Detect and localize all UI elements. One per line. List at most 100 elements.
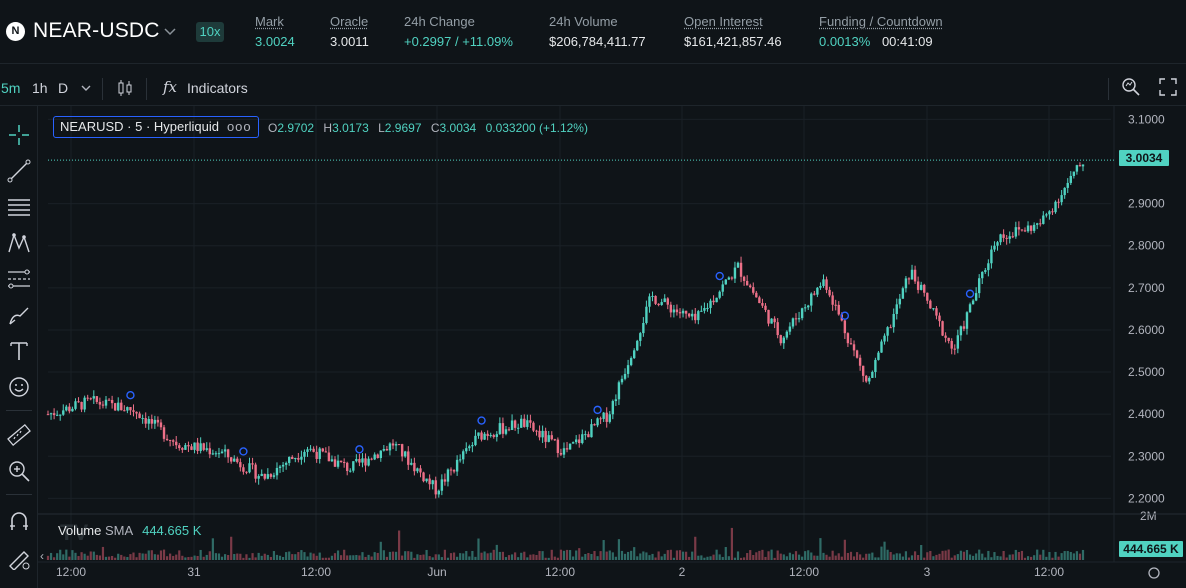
- candles-icon[interactable]: [115, 78, 135, 101]
- stat-label: 24h Volume: [549, 14, 618, 29]
- candle-body: [950, 340, 953, 349]
- symbol-name[interactable]: NEAR-USDC: [33, 19, 160, 42]
- interval-1h[interactable]: 1h: [32, 80, 48, 96]
- volume-bar: [62, 554, 65, 560]
- pattern-icon[interactable]: [6, 230, 32, 256]
- candle-body: [562, 448, 566, 455]
- candle-body: [269, 474, 273, 477]
- interval-chevron-icon[interactable]: [80, 81, 92, 97]
- volume-bar: [440, 557, 443, 560]
- volume-bar: [132, 552, 135, 560]
- crosshair-icon[interactable]: [6, 122, 32, 148]
- volume-sma-label: SMA: [105, 523, 133, 538]
- candle-body: [132, 410, 135, 412]
- brush-icon[interactable]: [6, 302, 32, 328]
- candle-body: [263, 473, 266, 479]
- volume-bar: [449, 553, 453, 560]
- chevron-down-icon[interactable]: [163, 24, 177, 38]
- candle-body: [807, 305, 810, 308]
- horizontal-lines-icon[interactable]: [6, 194, 32, 220]
- volume-bar: [581, 556, 584, 560]
- trendline-icon[interactable]: [6, 158, 32, 184]
- stat-open-interest: Open Interest $161,421,857.46: [684, 14, 782, 49]
- price-chart[interactable]: 3.1000 2.9000 2.8000 2.7000 2.6000 2.5000 2.40…: [38, 106, 1186, 588]
- price-axis-label: 2.7000: [1128, 281, 1165, 295]
- candle-body: [474, 435, 477, 446]
- volume-bar: [1054, 551, 1057, 560]
- candle-body: [489, 435, 492, 437]
- volume-bar: [456, 556, 459, 560]
- candle-body: [605, 412, 608, 422]
- volume-bar: [596, 556, 599, 560]
- volume-bar: [651, 553, 654, 560]
- candle-body: [77, 401, 80, 403]
- candle-body: [568, 443, 572, 450]
- zoom-tool-icon[interactable]: [1121, 77, 1141, 100]
- candle-body: [694, 313, 697, 321]
- lock-drawing-icon[interactable]: [6, 544, 32, 571]
- volume-bar: [346, 555, 349, 560]
- stat-funding: Funding / Countdown 0.0013% 00:41:09: [819, 14, 943, 49]
- candle-body: [388, 443, 392, 451]
- scroll-left-icon: ‹: [40, 549, 44, 563]
- stat-24h-volume: 24h Volume $206,784,411.77: [549, 14, 646, 49]
- price-axis-label: 2.8000: [1128, 239, 1165, 253]
- fullscreen-icon[interactable]: [1159, 78, 1177, 99]
- volume-bar: [474, 556, 477, 560]
- candle-body: [745, 280, 749, 286]
- interval-5m[interactable]: 5m: [1, 80, 21, 96]
- candle-body: [248, 463, 251, 473]
- candle-body: [550, 435, 553, 440]
- emoji-icon[interactable]: [6, 374, 32, 400]
- symbol-legend[interactable]: NEARUSD · 5 · Hyperliquid ooo: [53, 116, 259, 138]
- volume-bar: [65, 549, 68, 560]
- volume-bar: [468, 556, 471, 560]
- funding-rate: 0.0013%: [819, 34, 871, 49]
- volume-bar: [575, 550, 578, 560]
- candle-body: [538, 430, 541, 438]
- leverage-badge[interactable]: 10x: [196, 22, 224, 42]
- volume-bar: [193, 555, 196, 560]
- candle-body: [755, 292, 758, 298]
- candle-body: [407, 451, 410, 465]
- zoom-in-icon[interactable]: [6, 458, 32, 484]
- chart-area[interactable]: 3.1000 2.9000 2.8000 2.7000 2.6000 2.5000 2.40…: [38, 106, 1186, 588]
- volume-bar: [837, 553, 840, 560]
- ohlc-high-label: H: [323, 121, 333, 135]
- candle-body: [171, 440, 175, 442]
- candle-body: [923, 284, 926, 293]
- ruler-icon[interactable]: [6, 422, 32, 448]
- candle-body: [749, 285, 752, 288]
- candle-body: [785, 331, 789, 338]
- candle-body: [657, 303, 660, 305]
- candle-body: [565, 448, 569, 450]
- volume-bar: [355, 554, 358, 560]
- indicators-button[interactable]: Indicators: [187, 80, 248, 96]
- candle-body: [483, 433, 486, 440]
- volume-bar: [251, 553, 254, 560]
- volume-bar: [153, 554, 156, 560]
- volume-bar: [599, 551, 602, 560]
- time-axis-label: 12:00: [545, 565, 575, 579]
- volume-bar: [636, 556, 639, 560]
- price-axis-label: 2.2000: [1128, 491, 1165, 505]
- volume-bar: [1029, 556, 1033, 560]
- fib-retracement-icon[interactable]: [6, 266, 32, 292]
- candle-body: [65, 406, 68, 411]
- text-tool-icon[interactable]: [6, 338, 32, 364]
- volume-bar: [339, 555, 343, 560]
- ohlc-open-label: O: [268, 121, 278, 135]
- more-options-icon[interactable]: ooo: [226, 119, 252, 134]
- candle-body: [547, 435, 550, 442]
- candle-body: [571, 442, 575, 444]
- candle-body: [990, 249, 993, 264]
- interval-d[interactable]: D: [58, 80, 69, 96]
- indicators-fx-icon[interactable]: fx: [163, 78, 178, 96]
- volume-bar: [749, 550, 752, 560]
- volume-bar: [1008, 554, 1011, 560]
- volume-bar: [446, 557, 450, 560]
- magnet-icon[interactable]: [6, 508, 32, 534]
- candle-body: [284, 462, 288, 465]
- time-axis-label: 2: [679, 565, 686, 579]
- stat-value: 3.0024: [255, 34, 295, 49]
